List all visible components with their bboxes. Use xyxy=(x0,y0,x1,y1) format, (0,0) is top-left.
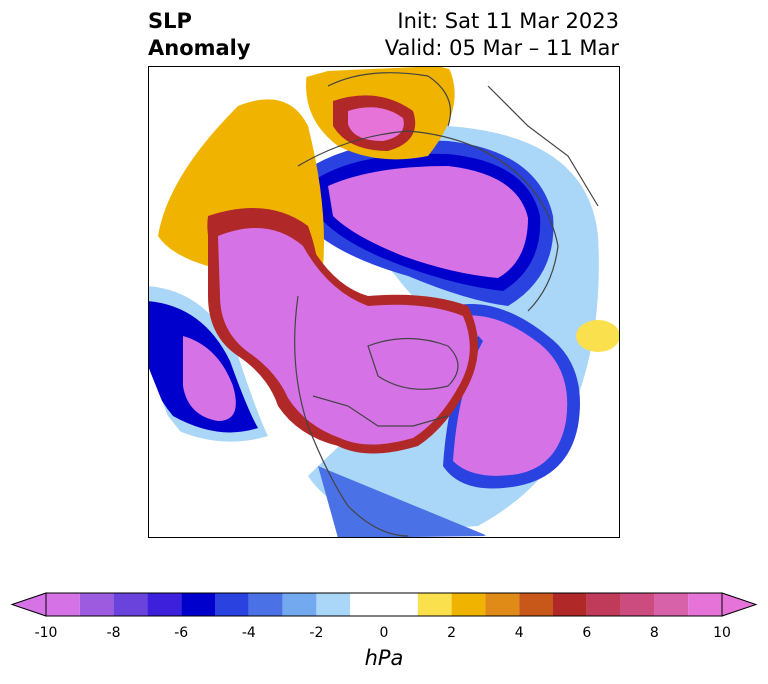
colorbar xyxy=(0,585,768,684)
colorbar-bin-14 xyxy=(553,593,587,616)
colorbar-bin-10 xyxy=(417,593,452,616)
neg-anomaly-south xyxy=(318,466,488,538)
colorbar-bin-5 xyxy=(215,593,249,616)
date-info: Init: Sat 11 Mar 2023 Valid: 05 Mar – 11… xyxy=(385,8,619,62)
colorbar-bin-8 xyxy=(316,593,351,616)
colorbar-bin-1 xyxy=(79,593,114,616)
coastline-greenland xyxy=(327,72,452,127)
map-title: SLP Anomaly xyxy=(148,8,251,62)
colorbar-tick-label: -2 xyxy=(309,625,324,641)
colorbar-tick-label: 6 xyxy=(582,625,592,641)
coastline-north-america xyxy=(294,295,409,537)
coastlines xyxy=(294,72,599,537)
colorbar-bin-15 xyxy=(586,593,621,616)
colorbar-bin-7 xyxy=(282,593,317,616)
anomaly-map xyxy=(148,66,620,538)
init-date: Init: Sat 11 Mar 2023 xyxy=(397,9,619,33)
colorbar-extend-max xyxy=(721,592,758,617)
colorbar-bin-17 xyxy=(654,593,689,616)
neg-anomaly-eurasia-core xyxy=(328,166,528,278)
colorbar-tick-label: -4 xyxy=(241,625,256,641)
colorbar-bin-6 xyxy=(248,593,283,616)
map-border xyxy=(148,66,620,538)
anomaly-fields xyxy=(148,66,620,538)
colorbar-svg xyxy=(10,592,758,617)
colorbar-bin-18 xyxy=(688,593,722,616)
colorbar-bin-4 xyxy=(181,593,215,616)
colorbar-bin-11 xyxy=(451,593,486,616)
colorbar-bin-3 xyxy=(147,593,182,616)
colorbar-tick-label: 4 xyxy=(514,625,524,641)
colorbar-tick-label: -6 xyxy=(174,625,189,641)
neg-anomaly-atlantic-core xyxy=(453,315,568,476)
pos-anomaly-europe-blob xyxy=(576,320,620,352)
valid-range: Valid: 05 Mar – 11 Mar xyxy=(384,36,619,60)
colorbar-bin-12 xyxy=(485,593,520,616)
colorbar-bin-13 xyxy=(519,593,553,616)
colorbar-tick-label: 10 xyxy=(713,625,731,641)
colorbar-tick-label: -8 xyxy=(106,625,121,641)
coastline-europe-north xyxy=(487,85,599,207)
title-variable: SLP xyxy=(148,9,192,33)
coastline-arctic-islands xyxy=(367,337,459,390)
neg-anomaly-pacific-core xyxy=(183,336,236,421)
colorbar-bin-2 xyxy=(113,593,148,616)
colorbar-tick-label: 0 xyxy=(379,625,389,641)
colorbar-tick-label: 2 xyxy=(447,625,457,641)
colorbar-tick-label: 8 xyxy=(649,625,659,641)
colorbar-tick-label: -10 xyxy=(34,625,58,641)
pos-anomaly-na-core xyxy=(218,228,470,445)
border-north-america xyxy=(312,395,449,427)
colorbar-bin-16 xyxy=(620,593,655,616)
colorbar-outline xyxy=(45,592,723,617)
colorbar-bin-0 xyxy=(46,593,80,616)
colorbar-unit-label: hPa xyxy=(364,646,404,670)
colorbar-bin-9 xyxy=(350,593,418,616)
coastline-eurasia xyxy=(297,130,559,312)
title-field: Anomaly xyxy=(148,36,251,60)
colorbar-extend-min xyxy=(10,592,47,617)
